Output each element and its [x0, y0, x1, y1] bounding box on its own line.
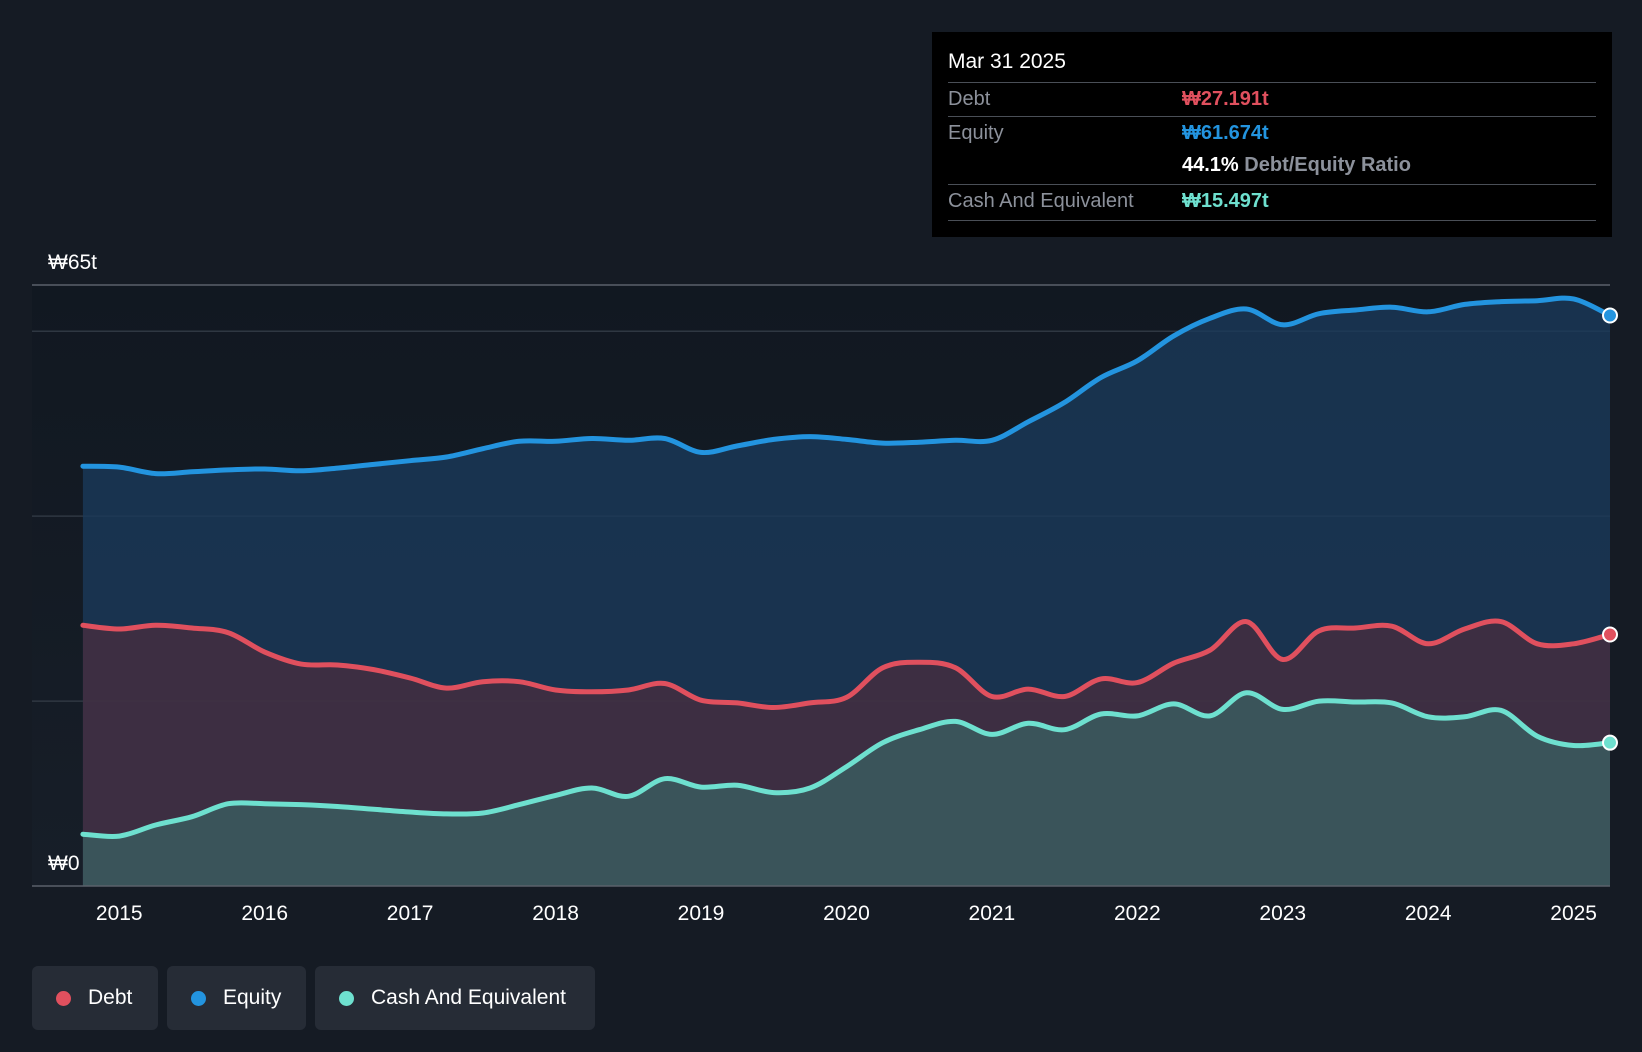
legend-item-debt[interactable]: Debt [32, 966, 158, 1030]
x-tick-label: 2023 [1259, 902, 1306, 925]
equity-line [80, 295, 1613, 477]
tooltip-debt-label: Debt [948, 88, 991, 110]
x-tick-label: 2021 [969, 902, 1016, 925]
debt-end-marker [1602, 626, 1618, 643]
equity-end-marker [1602, 307, 1618, 324]
x-tick-label: 2025 [1550, 902, 1597, 925]
tooltip-ratio-label: Debt/Equity Ratio [1244, 154, 1411, 176]
legend-label-cash: Cash And Equivalent [371, 986, 566, 1009]
tooltip-cash-value: ₩15.497t [1182, 190, 1269, 212]
x-tick-label: 2020 [823, 902, 870, 925]
tooltip-cash-label: Cash And Equivalent [948, 190, 1134, 212]
x-tick-label: 2016 [241, 902, 288, 925]
debt-dot-icon [56, 991, 71, 1006]
tooltip-divider [948, 184, 1596, 185]
tooltip-row-cash: Cash And Equivalent ₩15.497t [948, 184, 1596, 218]
legend-label-debt: Debt [88, 986, 133, 1009]
legend-label-equity: Equity [223, 986, 282, 1009]
legend-item-equity[interactable]: Equity [167, 966, 306, 1030]
cash-area [82, 692, 1610, 886]
tooltip-panel: Mar 31 2025 Debt ₩27.191t Equity ₩61.674… [932, 32, 1612, 237]
x-tick-label: 2019 [678, 902, 725, 925]
x-tick-label: 2018 [532, 902, 579, 925]
tooltip-row-equity: Equity ₩61.674t [948, 116, 1596, 150]
tooltip-date: Mar 31 2025 [948, 50, 1066, 73]
cash-dot-icon [339, 991, 354, 1006]
cash-line [80, 690, 1613, 839]
x-tick-label: 2022 [1114, 902, 1161, 925]
y-tick-label: ₩65t [48, 251, 97, 274]
x-tick-label: 2015 [96, 902, 143, 925]
tooltip-row-debt: Debt ₩27.191t [948, 82, 1596, 116]
equity-dot-icon [191, 991, 206, 1006]
tooltip-ratio: 44.1% Debt/Equity Ratio [1182, 154, 1411, 177]
tooltip-equity-label: Equity [948, 122, 1004, 144]
tooltip-divider [948, 220, 1596, 221]
tooltip-divider [948, 116, 1596, 117]
x-tick-label: 2024 [1405, 902, 1452, 925]
y-tick-label: ₩0 [48, 852, 80, 875]
tooltip-equity-value: ₩61.674t [1182, 122, 1269, 144]
x-tick-label: 2017 [387, 902, 434, 925]
cash-end-marker [1602, 734, 1618, 751]
tooltip-ratio-value: 44.1% [1182, 154, 1239, 176]
tooltip-divider [948, 82, 1596, 83]
legend-item-cash[interactable]: Cash And Equivalent [315, 966, 595, 1030]
debt-line [80, 618, 1613, 710]
tooltip-debt-value: ₩27.191t [1182, 88, 1269, 110]
